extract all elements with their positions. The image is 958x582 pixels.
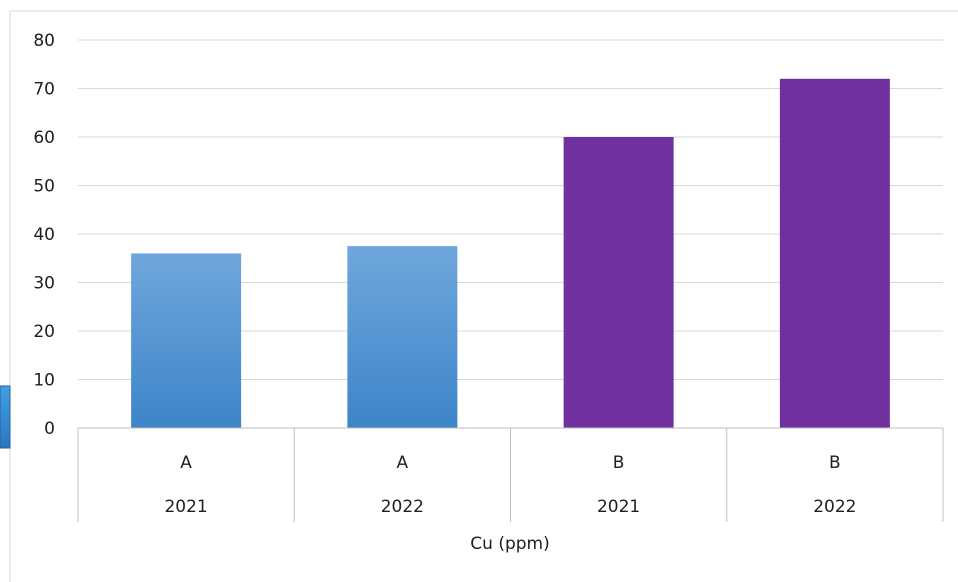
x-axis-title: Cu (ppm) [470,534,549,554]
y-tick-label-40: 40 [33,225,55,245]
bar-B-2021 [563,137,674,428]
x-group-label-2: B [613,453,625,473]
y-tick-label-30: 30 [33,274,55,294]
x-group-label-0: A [180,453,192,473]
y-tick-label-80: 80 [33,31,55,51]
legend-marker [0,385,11,449]
bars [131,78,890,429]
bar-B-2022 [779,78,890,429]
y-tick-label-0: 0 [44,419,55,439]
x-year-label-2: 2021 [597,497,640,517]
y-tick-label-70: 70 [33,80,55,100]
y-tick-label-60: 60 [33,128,55,148]
bar-A-2021 [131,253,242,428]
x-year-label-1: 2022 [381,497,424,517]
y-tick-label-10: 10 [33,371,55,391]
x-group-label-3: B [829,453,841,473]
x-year-label-0: 2021 [164,497,207,517]
x-axis: A 2021 A 2022 B 2021 B 2022 [77,427,944,522]
y-tick-label-20: 20 [33,322,55,342]
y-axis-tick-labels: 0 10 20 30 40 50 60 70 80 [33,31,55,439]
y-tick-label-50: 50 [33,177,55,197]
bar-A-2022 [347,246,458,428]
x-group-label-1: A [397,453,409,473]
x-year-label-3: 2022 [813,497,856,517]
